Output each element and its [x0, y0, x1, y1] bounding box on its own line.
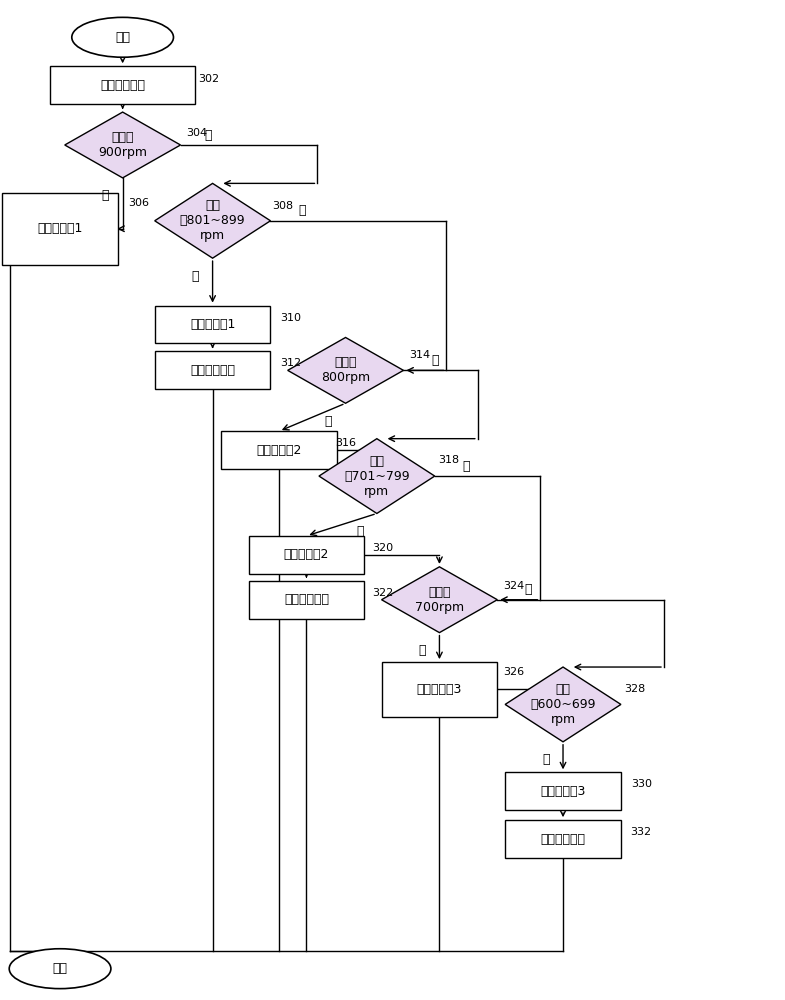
Text: 进行斩波调速: 进行斩波调速 — [284, 593, 329, 606]
Text: 开通继电器3: 开通继电器3 — [540, 785, 586, 798]
Text: 是否
为801~899
rpm: 是否 为801~899 rpm — [180, 199, 246, 242]
Ellipse shape — [9, 949, 111, 989]
Text: 否: 否 — [525, 583, 532, 596]
Bar — [382, 662, 498, 717]
Text: 是否为
700rpm: 是否为 700rpm — [414, 586, 464, 614]
Text: 开始: 开始 — [115, 31, 130, 44]
Text: 314: 314 — [409, 350, 430, 360]
Text: 322: 322 — [373, 588, 394, 598]
Text: 进行斩波调速: 进行斩波调速 — [541, 833, 586, 846]
Polygon shape — [287, 337, 403, 403]
Bar — [249, 536, 364, 574]
Text: 开通继电器2: 开通继电器2 — [257, 444, 301, 457]
Text: 316: 316 — [335, 438, 356, 448]
Text: 进行斩波调速: 进行斩波调速 — [190, 364, 235, 377]
Text: 310: 310 — [280, 313, 301, 323]
Text: 328: 328 — [624, 684, 645, 694]
Text: 否: 否 — [431, 354, 439, 367]
Text: 是否为
900rpm: 是否为 900rpm — [98, 131, 147, 159]
Text: 是: 是 — [102, 189, 109, 202]
Text: 是: 是 — [325, 415, 332, 428]
Polygon shape — [319, 439, 435, 513]
Text: 结束: 结束 — [53, 962, 68, 975]
Text: 否: 否 — [462, 460, 469, 473]
Bar — [155, 306, 271, 343]
Bar — [249, 581, 364, 619]
Text: 开通继电器3: 开通继电器3 — [417, 683, 462, 696]
Text: 否: 否 — [204, 129, 212, 142]
Text: 304: 304 — [186, 128, 207, 138]
Text: 设定目标转速: 设定目标转速 — [100, 79, 145, 92]
Polygon shape — [64, 112, 181, 178]
Text: 是否
为600~699
rpm: 是否 为600~699 rpm — [531, 683, 596, 726]
Text: 326: 326 — [503, 667, 524, 677]
Bar — [221, 431, 337, 469]
Bar — [505, 772, 621, 810]
Text: 开通继电器1: 开通继电器1 — [190, 318, 236, 331]
Text: 否: 否 — [298, 204, 305, 217]
Text: 308: 308 — [272, 201, 294, 211]
Text: 324: 324 — [503, 581, 524, 591]
Text: 是: 是 — [356, 525, 363, 538]
Text: 306: 306 — [128, 198, 149, 208]
Ellipse shape — [71, 17, 173, 57]
Text: 是: 是 — [418, 644, 426, 657]
Text: 开通继电器2: 开通继电器2 — [283, 548, 329, 561]
Polygon shape — [382, 567, 498, 633]
Text: 是: 是 — [192, 270, 199, 283]
Text: 302: 302 — [198, 74, 219, 84]
Text: 320: 320 — [373, 543, 393, 553]
Bar — [50, 66, 195, 104]
Bar — [155, 351, 271, 389]
Polygon shape — [155, 183, 271, 258]
Text: 是: 是 — [542, 753, 550, 766]
Bar — [2, 193, 118, 265]
Text: 332: 332 — [630, 827, 652, 837]
Text: 是否为
800rpm: 是否为 800rpm — [321, 356, 371, 384]
Polygon shape — [505, 667, 621, 742]
Text: 312: 312 — [280, 358, 301, 368]
Text: 318: 318 — [438, 455, 459, 465]
Text: 330: 330 — [630, 779, 652, 789]
Bar — [505, 820, 621, 858]
Text: 开通继电器1: 开通继电器1 — [38, 222, 82, 235]
Text: 是否
为701~799
rpm: 是否 为701~799 rpm — [344, 455, 410, 498]
